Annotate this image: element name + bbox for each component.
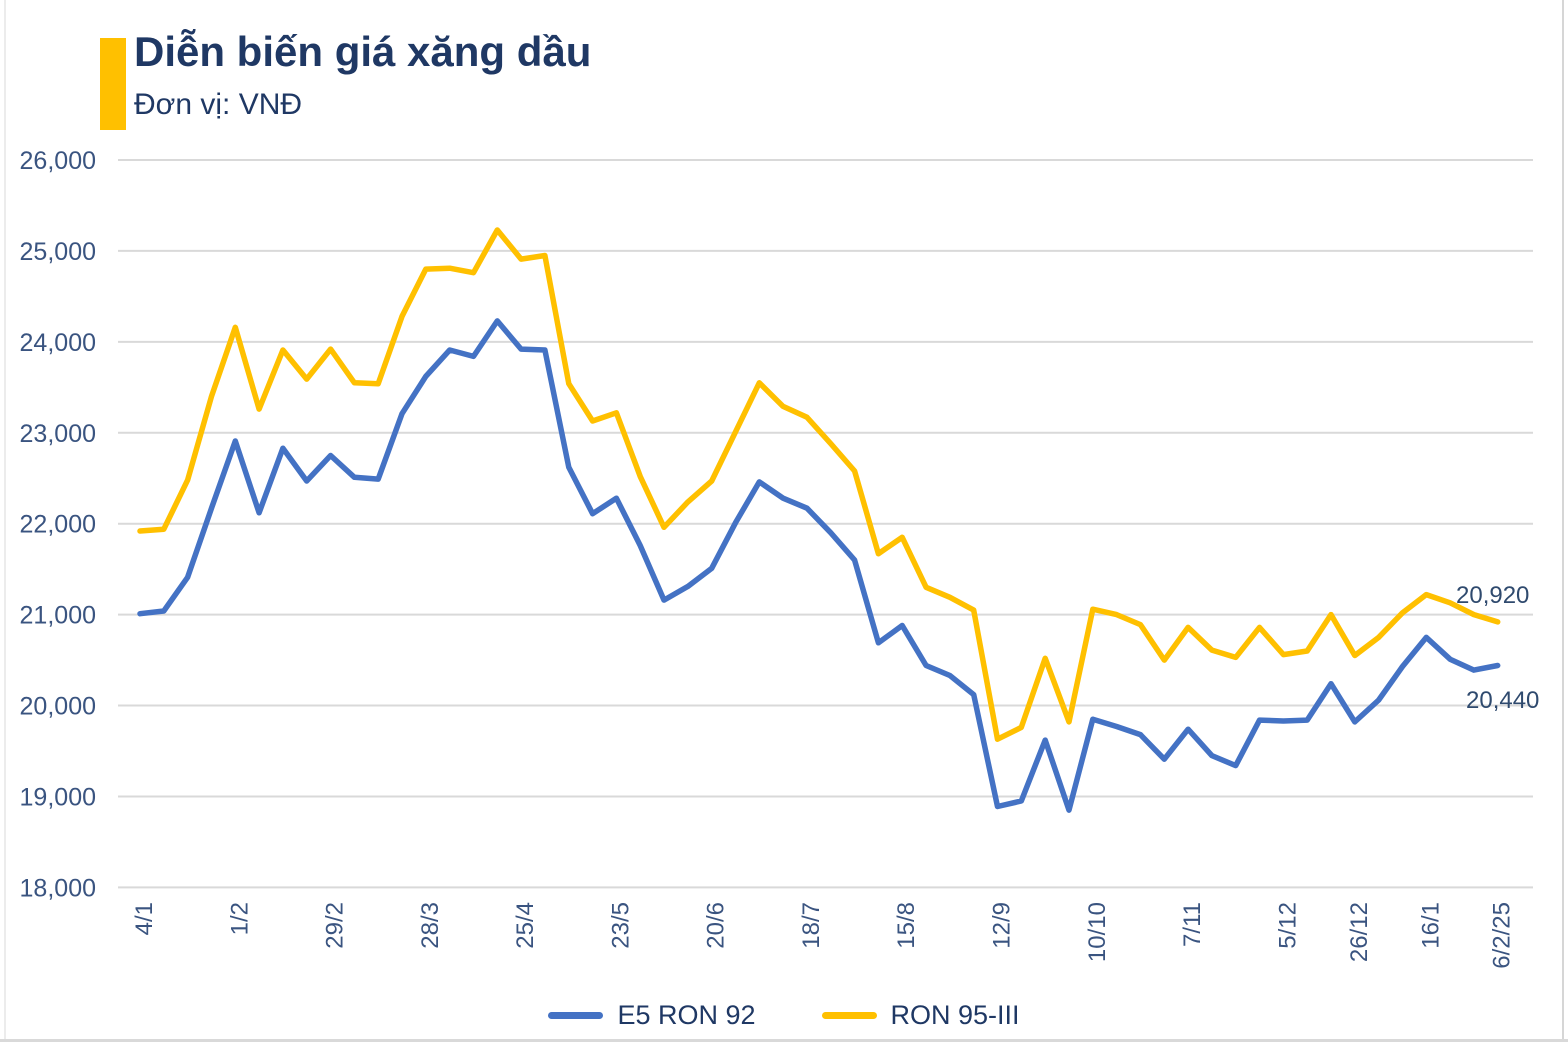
series-line-e5-ron-92 [137, 318, 1501, 813]
svg-text:20,000: 20,000 [20, 693, 96, 721]
svg-text:12/9: 12/9 [989, 902, 1016, 949]
svg-text:7/11: 7/11 [1179, 902, 1206, 947]
svg-text:4/1: 4/1 [131, 902, 158, 935]
left-border [4, 0, 6, 1042]
bottom-divider [0, 1039, 1568, 1042]
svg-text:24,000: 24,000 [20, 329, 96, 357]
e5-legend-label: E5 RON 92 [617, 999, 756, 1030]
ron95-legend-swatch [821, 1011, 877, 1019]
svg-text:25,000: 25,000 [20, 238, 96, 266]
svg-text:26/12: 26/12 [1346, 902, 1373, 962]
svg-text:29/2: 29/2 [322, 902, 349, 949]
svg-text:6/2/25: 6/2/25 [1489, 902, 1516, 969]
series-line-ron-95-iii [137, 227, 1501, 742]
right-border [1562, 0, 1564, 1042]
svg-text:1/2: 1/2 [226, 902, 253, 935]
svg-text:5/12: 5/12 [1274, 902, 1301, 949]
ron95-end-value-label: 20,920 [1456, 582, 1530, 609]
ron95-legend-label: RON 95-III [890, 999, 1020, 1030]
y-axis-labels: 18,000 19,000 20,000 21,000 22,000 23,000 24,0… [20, 147, 96, 902]
svg-text:18/7: 18/7 [798, 902, 825, 949]
title-accent-bar [100, 38, 126, 130]
svg-text:26,000: 26,000 [20, 147, 96, 175]
svg-text:28/3: 28/3 [417, 902, 444, 949]
svg-text:18,000: 18,000 [20, 874, 96, 902]
svg-text:23/5: 23/5 [607, 902, 634, 949]
svg-text:25/4: 25/4 [512, 902, 539, 949]
svg-text:16/1: 16/1 [1417, 902, 1444, 949]
svg-text:10/10: 10/10 [1084, 902, 1111, 962]
svg-text:19,000: 19,000 [20, 783, 96, 811]
svg-text:22,000: 22,000 [20, 511, 96, 539]
svg-text:21,000: 21,000 [20, 602, 96, 630]
legend: E5 RON 92 RON 95-III [0, 995, 1568, 1035]
unit-label: Đơn vị: VNĐ [134, 88, 303, 121]
e5-end-value-label: 20,440 [1466, 687, 1540, 714]
x-axis-labels: 4/1 1/2 29/2 28/3 25/4 23/5 20/6 18/7 15/8 12/9 10… [131, 902, 1516, 969]
chart-title: Diễn biến giá xăng dầu [134, 28, 592, 75]
svg-text:20/6: 20/6 [703, 902, 730, 949]
svg-text:15/8: 15/8 [893, 902, 920, 949]
svg-text:23,000: 23,000 [20, 420, 96, 448]
e5-legend-swatch [548, 1011, 604, 1019]
